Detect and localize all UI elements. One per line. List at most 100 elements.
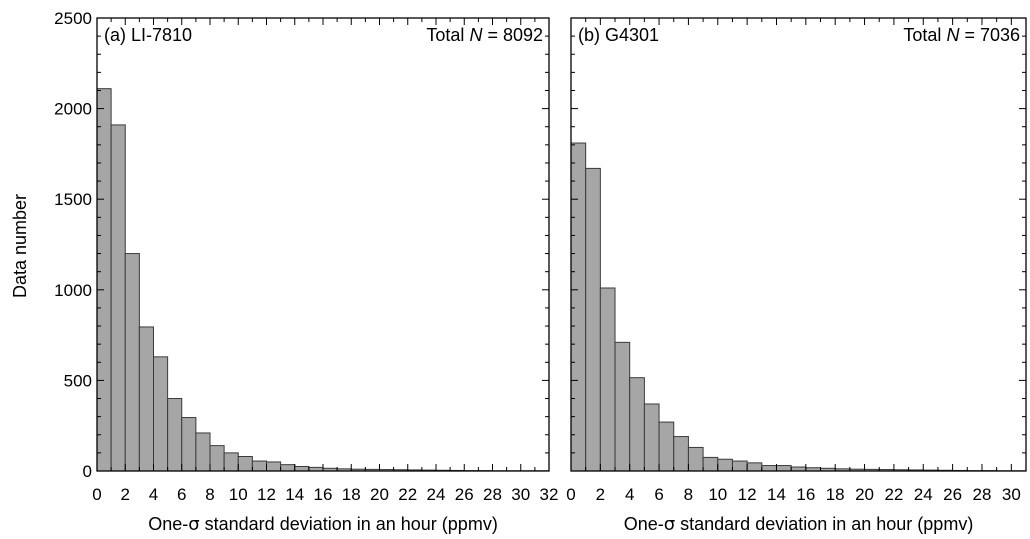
panel-b-label: (b) G4301 <box>578 25 659 45</box>
histogram-bar <box>599 287 616 472</box>
x-tick-label: 6 <box>177 485 186 504</box>
x-tick-label: 18 <box>826 485 845 504</box>
x-tick-label: 14 <box>767 485 786 504</box>
histogram-bar <box>687 446 704 472</box>
histogram-bar <box>181 417 197 472</box>
y-tick-labels: 0 500 1000 1500 2000 2500 <box>54 9 92 481</box>
x-tick-label: 0 <box>566 485 575 504</box>
histogram-bar <box>167 398 183 472</box>
sigma-symbol: σ <box>188 514 199 535</box>
x-tick-label: 20 <box>370 485 389 504</box>
x-axis-title-panel-a: One-σ standard deviation in an hour (ppm… <box>148 514 498 535</box>
x-title-prefix: One- <box>624 514 664 534</box>
x-tick-label: 24 <box>427 485 446 504</box>
histogram-bar <box>294 465 310 472</box>
histogram-bar <box>746 462 763 472</box>
histogram-bar <box>251 460 267 472</box>
x-tick-label: 18 <box>342 485 361 504</box>
x-tick-label: 22 <box>884 485 903 504</box>
histogram-bar <box>629 377 645 472</box>
x-tick-label: 10 <box>708 485 727 504</box>
x-tick-label: 12 <box>257 485 276 504</box>
x-tick-label: 26 <box>455 485 474 504</box>
x-tick-label: 0 <box>92 485 101 504</box>
y-tick-label: 0 <box>83 462 92 481</box>
histogram-bar <box>195 432 211 472</box>
histogram-bar <box>266 461 282 472</box>
x-title-suffix: standard deviation in an hour (ppmv) <box>675 514 973 534</box>
x-tick-label: 2 <box>596 485 605 504</box>
total-suffix: = 8092 <box>482 25 543 45</box>
histogram-bar <box>237 456 253 472</box>
bars-panel-a <box>96 88 550 472</box>
histogram-bar <box>110 124 126 472</box>
panel-b: 0 2 4 6 8 10 12 14 16 18 20 22 24 26 28 30 (b) G4301 To… <box>566 17 1027 535</box>
histogram-bar <box>761 465 777 472</box>
histogram-bar <box>731 460 748 472</box>
histogram-bar <box>717 458 733 472</box>
histogram-bar <box>124 253 140 472</box>
sigma-symbol: σ <box>664 514 675 535</box>
y-tick-label: 500 <box>64 371 92 390</box>
plot-frame-panel-b <box>570 17 1027 472</box>
x-tick-label: 12 <box>738 485 757 504</box>
total-symbol: N <box>469 25 483 45</box>
y-tick-label: 1000 <box>54 281 92 300</box>
histogram-bar <box>614 341 631 472</box>
histogram-bar <box>585 167 601 472</box>
histogram-bar <box>658 421 675 472</box>
histogram-bar <box>673 436 689 472</box>
y-axis-title: Data number <box>10 194 30 298</box>
x-tick-label: 32 <box>540 485 559 504</box>
x-tick-label: 8 <box>205 485 214 504</box>
x-tick-label: 16 <box>314 485 333 504</box>
histogram-bar <box>223 452 239 472</box>
plot-frame-panel-a <box>96 17 550 472</box>
x-tick-labels-panel-a: 0 2 4 6 8 10 12 14 16 18 20 22 24 26 28 30 32 <box>92 485 558 504</box>
histogram-bar <box>209 445 225 472</box>
ticks-panel-a <box>96 17 550 472</box>
x-tick-label: 16 <box>796 485 815 504</box>
y-tick-label: 1500 <box>54 190 92 209</box>
x-tick-label: 22 <box>398 485 417 504</box>
histogram-bar <box>775 465 792 472</box>
y-tick-label: 2500 <box>54 9 92 28</box>
x-tick-label: 4 <box>625 485 634 504</box>
histogram-bar <box>96 88 112 472</box>
histogram-bar <box>702 456 719 472</box>
histogram-bar <box>280 464 296 472</box>
x-tick-label: 14 <box>285 485 304 504</box>
x-tick-label: 8 <box>684 485 693 504</box>
histogram-bar <box>153 356 169 472</box>
x-tick-label: 30 <box>511 485 530 504</box>
x-tick-label: 26 <box>943 485 962 504</box>
x-tick-label: 20 <box>855 485 874 504</box>
bars-panel-b <box>570 142 1027 472</box>
x-tick-label: 4 <box>149 485 158 504</box>
x-axis-title-panel-b: One-σ standard deviation in an hour (ppm… <box>624 514 974 535</box>
panel-a: 0 2 4 6 8 10 12 14 16 18 20 22 24 26 28 30 32 (a) LI-781… <box>92 17 558 535</box>
x-tick-label: 30 <box>1002 485 1021 504</box>
x-title-suffix: standard deviation in an hour (ppmv) <box>200 514 498 534</box>
x-title-prefix: One- <box>148 514 188 534</box>
y-tick-label: 2000 <box>54 100 92 119</box>
total-prefix: Total <box>426 25 469 45</box>
x-tick-label: 24 <box>914 485 933 504</box>
panel-b-total: Total N = 7036 <box>903 25 1020 45</box>
total-suffix: = 7036 <box>959 25 1020 45</box>
x-tick-labels-panel-b: 0 2 4 6 8 10 12 14 16 18 20 22 24 26 28 30 <box>566 485 1021 504</box>
x-tick-label: 28 <box>483 485 502 504</box>
ticks-panel-b <box>570 17 1027 472</box>
x-tick-label: 2 <box>121 485 130 504</box>
histogram-bar <box>643 403 660 472</box>
panel-a-total: Total N = 8092 <box>426 25 543 45</box>
x-tick-label: 6 <box>654 485 663 504</box>
panel-a-label: (a) LI-7810 <box>104 25 192 45</box>
x-tick-label: 10 <box>229 485 248 504</box>
total-prefix: Total <box>903 25 946 45</box>
total-symbol: N <box>946 25 960 45</box>
histogram-bar <box>138 326 154 472</box>
x-tick-label: 28 <box>973 485 992 504</box>
histogram-bar <box>570 142 587 472</box>
